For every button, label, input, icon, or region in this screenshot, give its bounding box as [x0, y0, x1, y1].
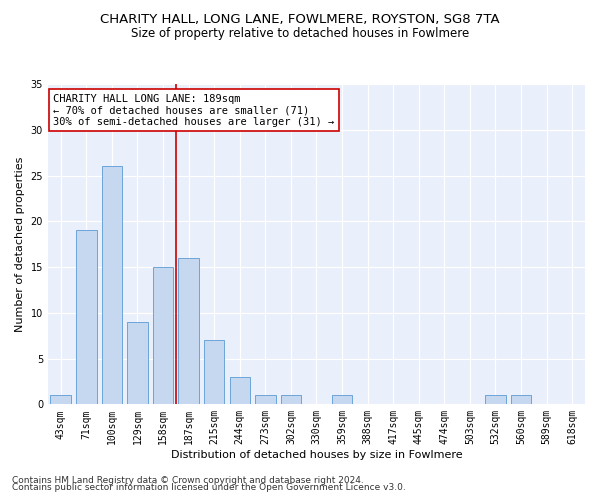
Bar — [485, 395, 506, 404]
Text: CHARITY HALL LONG LANE: 189sqm
← 70% of detached houses are smaller (71)
30% of : CHARITY HALL LONG LANE: 189sqm ← 70% of … — [53, 94, 335, 127]
Bar — [511, 395, 531, 404]
Text: Contains public sector information licensed under the Open Government Licence v3: Contains public sector information licen… — [12, 484, 406, 492]
Bar — [76, 230, 97, 404]
Bar — [255, 395, 275, 404]
Bar — [127, 322, 148, 404]
X-axis label: Distribution of detached houses by size in Fowlmere: Distribution of detached houses by size … — [170, 450, 462, 460]
Bar — [230, 377, 250, 404]
Text: Size of property relative to detached houses in Fowlmere: Size of property relative to detached ho… — [131, 28, 469, 40]
Bar — [101, 166, 122, 404]
Text: CHARITY HALL, LONG LANE, FOWLMERE, ROYSTON, SG8 7TA: CHARITY HALL, LONG LANE, FOWLMERE, ROYST… — [100, 12, 500, 26]
Bar — [332, 395, 352, 404]
Bar — [178, 258, 199, 404]
Bar — [50, 395, 71, 404]
Text: Contains HM Land Registry data © Crown copyright and database right 2024.: Contains HM Land Registry data © Crown c… — [12, 476, 364, 485]
Bar — [204, 340, 224, 404]
Bar — [281, 395, 301, 404]
Y-axis label: Number of detached properties: Number of detached properties — [15, 156, 25, 332]
Bar — [153, 267, 173, 404]
